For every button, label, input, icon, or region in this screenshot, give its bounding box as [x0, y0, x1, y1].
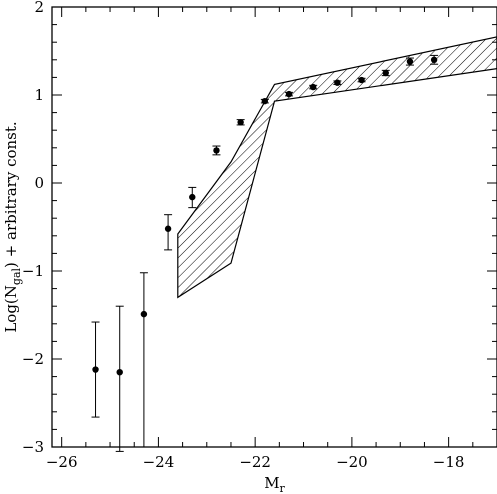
x-tick-label: −18	[433, 453, 465, 471]
y-tick-label: 1	[34, 86, 44, 104]
data-points	[91, 54, 439, 452]
model-band-outline	[177, 36, 497, 299]
model-band-hatch	[177, 36, 497, 298]
data-point	[430, 54, 439, 65]
data-point	[357, 76, 366, 84]
y-axis-label-subscript: gal	[10, 267, 23, 285]
x-axis-label: Mr	[264, 474, 285, 494]
data-point	[381, 69, 390, 77]
data-point	[188, 186, 197, 209]
x-tick-label: −22	[239, 453, 271, 471]
plot-frame	[51, 6, 497, 448]
data-marker	[334, 79, 341, 86]
x-tick-label: −20	[336, 453, 368, 471]
data-point	[285, 90, 294, 98]
data-marker	[164, 225, 172, 232]
data-marker	[358, 76, 365, 84]
data-marker	[213, 147, 220, 154]
data-marker	[116, 369, 123, 376]
data-marker	[430, 56, 438, 63]
data-point	[139, 272, 148, 448]
y-tick-label: −3	[22, 438, 44, 456]
y-tick-label: 0	[34, 174, 44, 192]
x-axis-label-subscript: r	[280, 482, 286, 494]
y-axis-label: Log(Ngal) + arbitrary const.	[2, 121, 23, 332]
data-point	[405, 57, 414, 66]
y-tick-label: −1	[22, 262, 44, 280]
data-marker	[309, 83, 317, 91]
data-marker	[140, 310, 148, 318]
data-point	[164, 214, 173, 251]
x-tick-label: −24	[143, 453, 175, 471]
data-point	[212, 145, 221, 156]
tick-labels: −26 −24 −22 −20 −18 −3 −2 −1 0 1 2	[22, 0, 465, 471]
data-marker	[261, 97, 269, 105]
data-point	[260, 97, 269, 105]
y-tick-label: 2	[34, 0, 44, 16]
data-marker	[237, 119, 244, 126]
data-marker	[382, 69, 389, 77]
y-axis-label-tail: ) + arbitrary const.	[2, 121, 20, 268]
data-point	[333, 79, 342, 86]
data-point	[115, 305, 124, 452]
data-marker	[406, 58, 414, 65]
y-axis-label-main: Log(N	[2, 285, 20, 333]
x-tick-label: −26	[46, 453, 78, 471]
data-marker	[285, 90, 293, 98]
data-point	[309, 83, 318, 91]
y-tick-label: −2	[22, 350, 44, 368]
data-marker	[189, 193, 196, 201]
data-point	[91, 321, 100, 418]
data-marker	[92, 366, 99, 373]
x-axis-label-main: M	[264, 474, 279, 492]
data-point	[236, 119, 245, 126]
model-band	[177, 36, 497, 299]
